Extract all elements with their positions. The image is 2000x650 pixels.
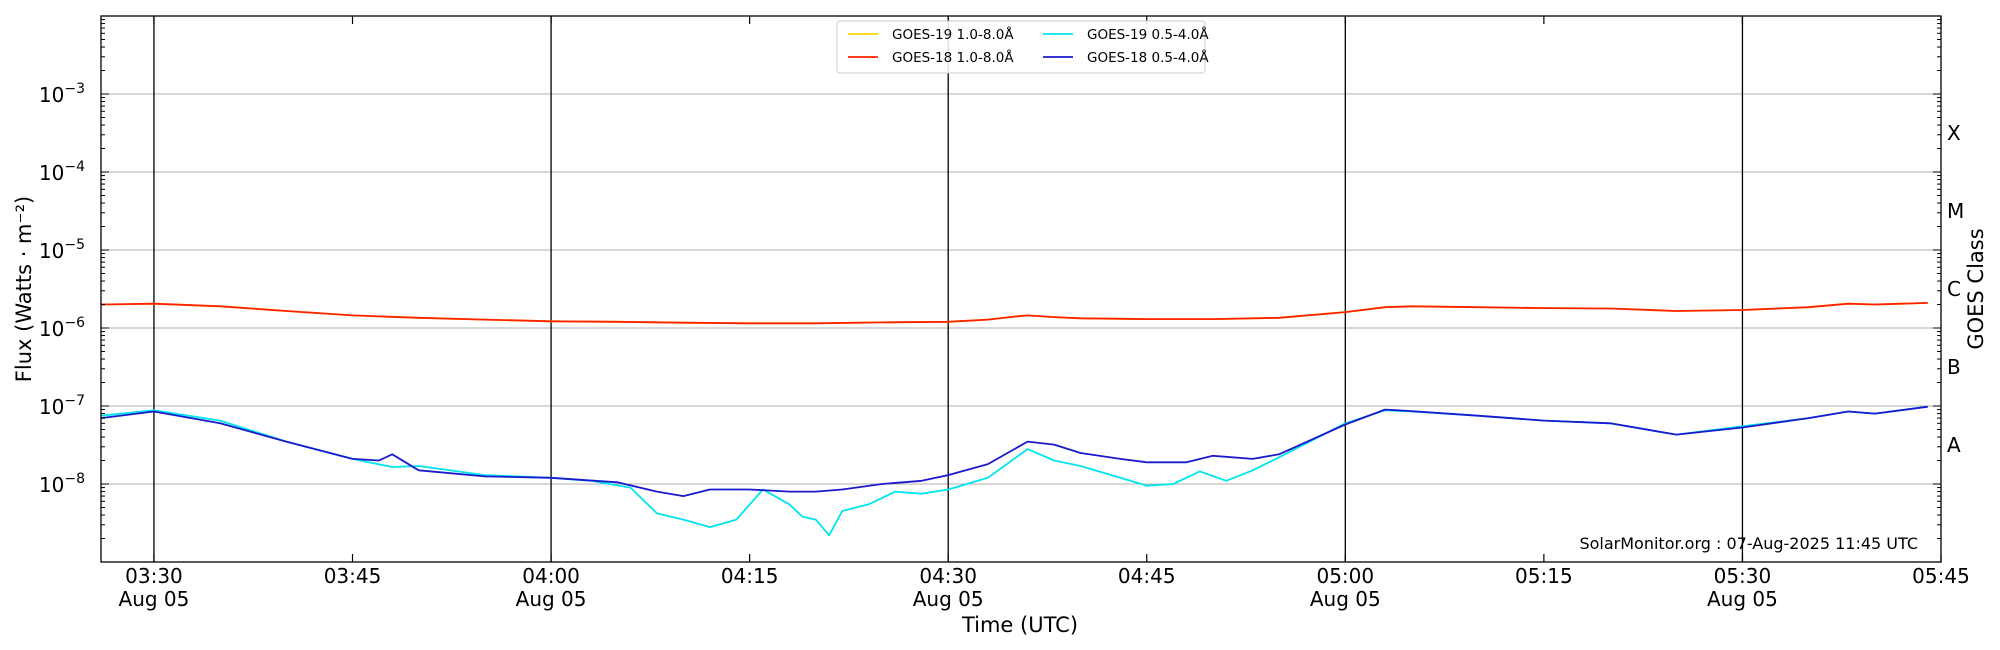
x-tick-date-label: Aug 05 bbox=[119, 587, 190, 611]
y-tick-label: 10−5 bbox=[39, 237, 85, 263]
x-tick-date-label: Aug 05 bbox=[913, 587, 984, 611]
x-tick-date-label: Aug 05 bbox=[1310, 587, 1381, 611]
legend-label: GOES-19 1.0-8.0Å bbox=[892, 26, 1014, 43]
goes-class-label: C bbox=[1947, 277, 1961, 301]
y-tick-label: 10−7 bbox=[39, 393, 85, 419]
x-tick-label: 05:15 bbox=[1515, 564, 1573, 588]
legend-label: GOES-19 0.5-4.0Å bbox=[1087, 26, 1209, 43]
plot-frame bbox=[100, 15, 1942, 563]
series-line-3 bbox=[100, 405, 1928, 498]
x-tick-label: 05:45 bbox=[1912, 564, 1970, 588]
y2-axis-title: GOES Class bbox=[1964, 228, 1988, 349]
goes-class-axis: A B C M X bbox=[1947, 121, 1964, 457]
x-axis-title: Time (UTC) bbox=[961, 613, 1078, 637]
y-tick-label: 10−4 bbox=[39, 159, 85, 185]
legend: GOES-19 1.0-8.0Å GOES-18 1.0-8.0Å GOES-19 … bbox=[836, 20, 1209, 74]
goes-class-label: A bbox=[1947, 433, 1961, 457]
goes-class-label: X bbox=[1947, 121, 1961, 145]
legend-box bbox=[836, 20, 1206, 74]
x-tick-date-label: Aug 05 bbox=[1707, 587, 1778, 611]
credit-text: SolarMonitor.org : 07-Aug-2025 11:45 UTC bbox=[1579, 534, 1918, 553]
legend-label: GOES-18 1.0-8.0Å bbox=[892, 49, 1014, 66]
series-line-0 bbox=[100, 302, 1928, 325]
series-line-2 bbox=[100, 405, 1928, 537]
y-tick-label: 10−6 bbox=[39, 315, 85, 341]
time-markers bbox=[153, 16, 1744, 562]
legend-label: GOES-18 0.5-4.0Å bbox=[1087, 49, 1209, 66]
x-tick-label: 04:15 bbox=[721, 564, 779, 588]
x-tick-label: 03:45 bbox=[324, 564, 382, 588]
y-axis-title: Flux (Watts · m⁻²) bbox=[12, 196, 36, 382]
x-tick-label: 05:00 bbox=[1316, 564, 1374, 588]
y-tick-label: 10−3 bbox=[39, 81, 85, 107]
y-axis: 10−8 10−7 10−6 10−5 10−4 10−3 bbox=[39, 19, 1941, 563]
y-tick-label: 10−8 bbox=[39, 471, 85, 497]
x-tick-label: 04:30 bbox=[919, 564, 977, 588]
x-tick-label: 03:30 bbox=[125, 564, 183, 588]
grid bbox=[101, 93, 1941, 485]
goes-class-label: M bbox=[1947, 199, 1964, 223]
x-tick-date-label: Aug 05 bbox=[516, 587, 587, 611]
series-line-1 bbox=[100, 302, 1928, 325]
x-tick-label: 04:45 bbox=[1118, 564, 1176, 588]
x-tick-label: 05:30 bbox=[1714, 564, 1772, 588]
x-tick-label: 04:00 bbox=[522, 564, 580, 588]
series-lines bbox=[100, 302, 1928, 537]
goes-class-label: B bbox=[1947, 355, 1961, 379]
